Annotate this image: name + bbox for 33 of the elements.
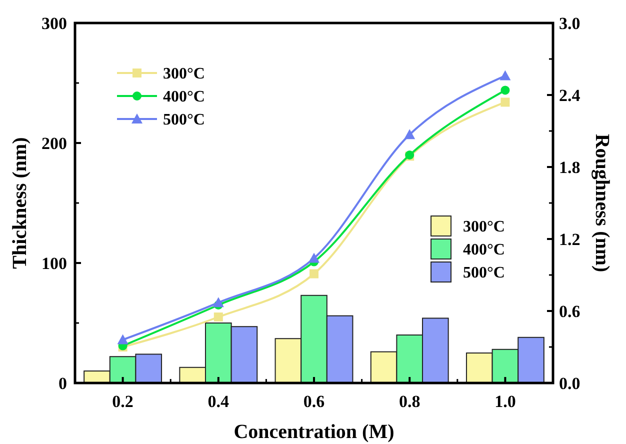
y2-tick-label: 1.2 bbox=[559, 230, 580, 249]
legend-label: 500°C bbox=[163, 112, 205, 129]
point bbox=[308, 252, 320, 263]
point bbox=[404, 129, 416, 140]
y2-tick-label: 0.6 bbox=[559, 302, 580, 321]
legend-label: 400°C bbox=[463, 242, 505, 259]
point bbox=[214, 312, 223, 322]
x-tick-label: 0.4 bbox=[208, 392, 230, 411]
y2-axis-title: Roughness (nm) bbox=[591, 134, 613, 272]
legend-label: 300°C bbox=[163, 66, 205, 83]
x-tick-label: 0.8 bbox=[398, 392, 420, 411]
legend-label: 300°C bbox=[463, 218, 505, 236]
legend-label: 500°C bbox=[463, 264, 505, 282]
point bbox=[310, 269, 318, 278]
y-tick-label: 100 bbox=[42, 254, 67, 273]
point bbox=[500, 70, 511, 80]
y2-tick-label: 3.0 bbox=[559, 14, 580, 33]
point bbox=[212, 297, 224, 308]
y2-tick-label: 2.4 bbox=[559, 86, 581, 105]
point bbox=[500, 98, 510, 107]
y2-tick-label: 1.8 bbox=[559, 158, 580, 177]
y-tick-label: 300 bbox=[42, 14, 67, 33]
point bbox=[500, 86, 510, 95]
x-tick-label: 1.0 bbox=[494, 392, 516, 411]
x-axis-title: Concentration (M) bbox=[234, 421, 394, 443]
point bbox=[117, 334, 128, 344]
y2-tick-label: 0.0 bbox=[559, 374, 580, 393]
y-axis-title: Thickness (nm) bbox=[9, 137, 31, 269]
legend-label: 400°C bbox=[163, 88, 205, 106]
x-tick-label: 0.6 bbox=[303, 392, 325, 411]
x-tick-label: 0.2 bbox=[112, 392, 134, 411]
y-tick-label: 200 bbox=[42, 134, 67, 153]
y-tick-label: 0 bbox=[58, 374, 67, 393]
